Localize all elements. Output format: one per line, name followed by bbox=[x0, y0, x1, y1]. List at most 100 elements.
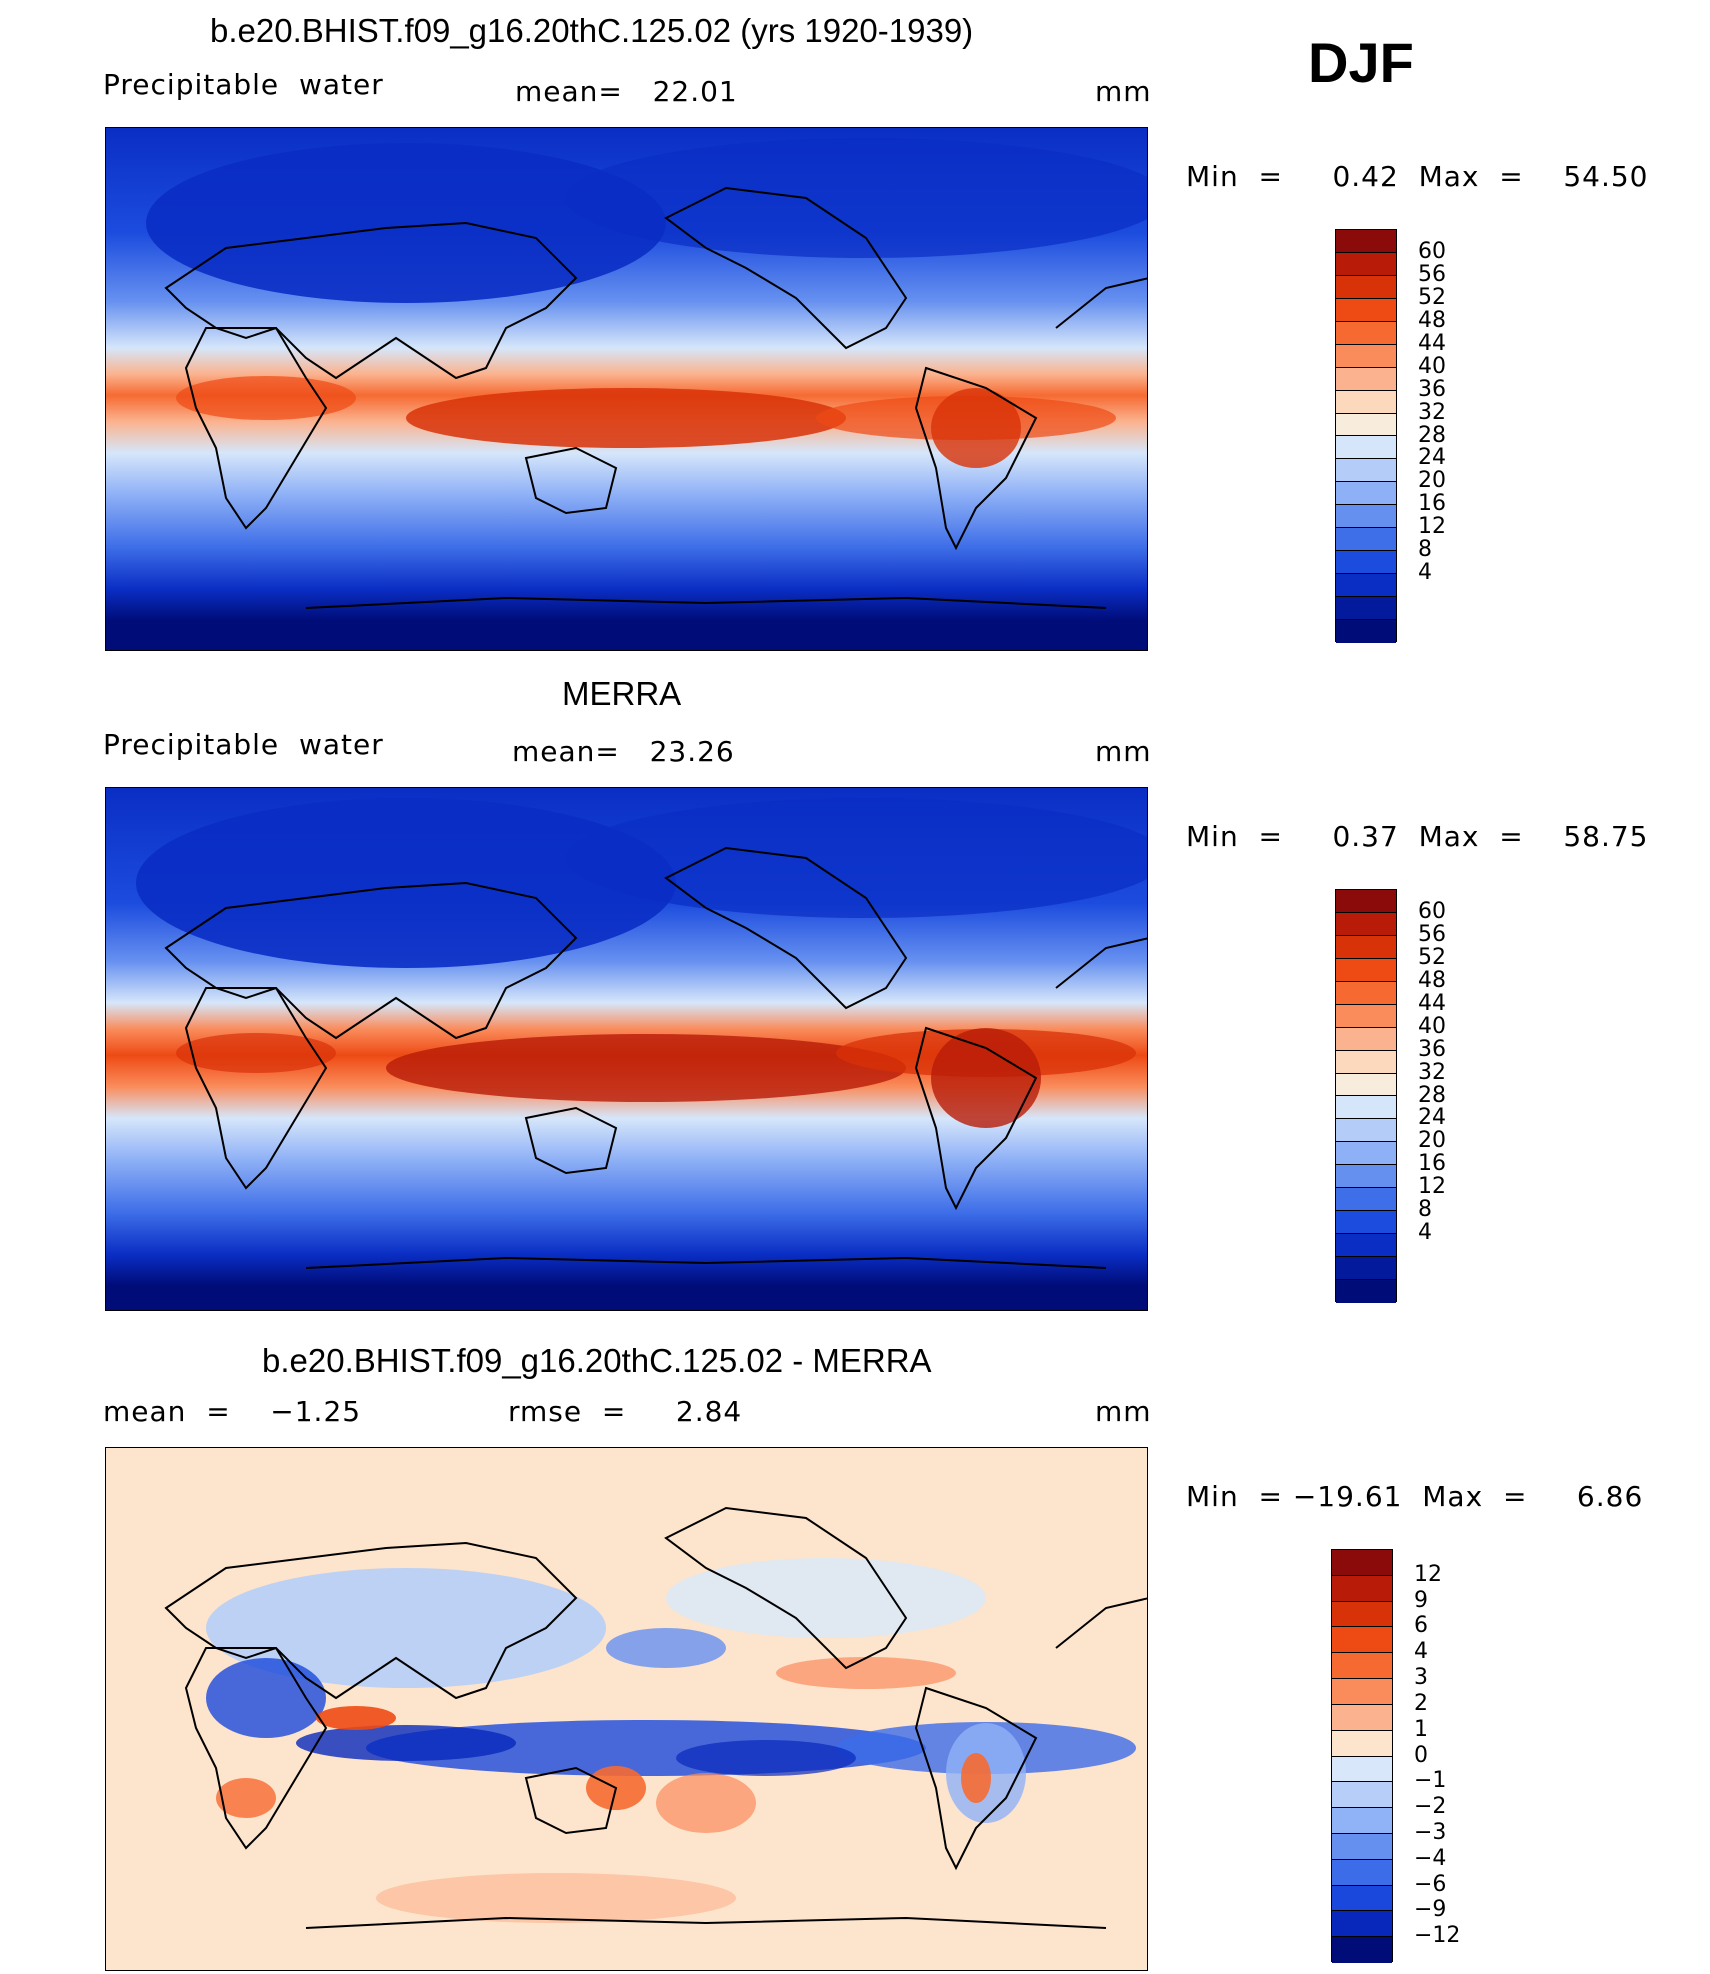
colorbar-swatch bbox=[1332, 1679, 1392, 1705]
colorbar-swatch bbox=[1332, 1937, 1392, 1963]
colorbar-tick-label: 16 bbox=[1418, 1151, 1446, 1177]
colorbar-swatch bbox=[1336, 1027, 1396, 1051]
colorbar-swatch bbox=[1332, 1730, 1392, 1757]
colorbar-swatch bbox=[1336, 321, 1396, 345]
colorbar-swatch bbox=[1336, 1004, 1396, 1028]
colorbar-swatch bbox=[1336, 528, 1396, 552]
colorbar-tick-label: 3 bbox=[1414, 1665, 1428, 1691]
colorbar-tick-label: 4 bbox=[1414, 1639, 1428, 1665]
panel-3-minmax: Min = −19.61 Max = 6.86 bbox=[1186, 1480, 1644, 1513]
colorbar-swatch bbox=[1332, 1756, 1392, 1783]
colorbar-swatch bbox=[1336, 367, 1396, 391]
colorbar-tick-label: −12 bbox=[1414, 1923, 1461, 1949]
colorbar-tick-label: 24 bbox=[1418, 445, 1446, 471]
panel-1-units: mm bbox=[1095, 75, 1152, 108]
colorbar-tick-label: −6 bbox=[1414, 1871, 1447, 1897]
colorbar-swatch bbox=[1336, 1211, 1396, 1235]
colorbar-tick-label: 20 bbox=[1418, 468, 1446, 494]
colorbar-tick-label: 36 bbox=[1418, 376, 1446, 402]
colorbar-tick-label: 40 bbox=[1418, 353, 1446, 379]
colorbar-swatch bbox=[1336, 890, 1396, 913]
colorbar-tick-label: 12 bbox=[1418, 1174, 1446, 1200]
colorbar-tick-label: 16 bbox=[1418, 491, 1446, 517]
colorbar-tick-label: 12 bbox=[1414, 1561, 1442, 1587]
colorbar-swatch bbox=[1332, 1782, 1392, 1809]
colorbar-swatch bbox=[1332, 1808, 1392, 1834]
colorbar-swatch bbox=[1336, 1096, 1396, 1120]
panel-1-variable-label: Precipitable water bbox=[103, 68, 384, 101]
colorbar-tick-label: −2 bbox=[1414, 1794, 1447, 1820]
colorbar-tick-label: 60 bbox=[1418, 898, 1446, 924]
colorbar-tick-label: 1 bbox=[1414, 1716, 1428, 1742]
colorbar-swatch bbox=[1336, 1279, 1396, 1303]
colorbar-swatch bbox=[1336, 1142, 1396, 1166]
colorbar-swatch bbox=[1332, 1911, 1392, 1938]
colorbar-tick-label: 28 bbox=[1418, 1082, 1446, 1108]
panel-1-title: b.e20.BHIST.f09_g16.20thC.125.02 (yrs 19… bbox=[210, 12, 974, 49]
colorbar-tick-label: −4 bbox=[1414, 1845, 1447, 1871]
colorbar-tick-label: −3 bbox=[1414, 1819, 1447, 1845]
colorbar-tick-label: 8 bbox=[1418, 1197, 1432, 1223]
panel-2-title: MERRA bbox=[562, 675, 682, 712]
colorbar-tick-label: 8 bbox=[1418, 537, 1432, 563]
colorbar-swatch bbox=[1336, 275, 1396, 299]
colorbar-swatch bbox=[1336, 597, 1396, 620]
colorbar-swatch bbox=[1336, 459, 1396, 483]
colorbar-tick-label: 12 bbox=[1418, 514, 1446, 540]
colorbar-tick-label: 9 bbox=[1414, 1587, 1428, 1613]
colorbar-swatch bbox=[1336, 912, 1396, 936]
panel-2-units: mm bbox=[1095, 735, 1152, 768]
colorbar-swatch bbox=[1332, 1601, 1392, 1628]
colorbar-tick-label: 44 bbox=[1418, 990, 1446, 1016]
colorbar-swatch bbox=[1336, 1119, 1396, 1143]
colorbar-swatch bbox=[1332, 1885, 1392, 1912]
panel-3-map bbox=[105, 1447, 1148, 1971]
colorbar-swatch bbox=[1336, 981, 1396, 1005]
panel-2-colorbar bbox=[1335, 889, 1397, 1303]
colorbar-tick-label: 60 bbox=[1418, 238, 1446, 264]
colorbar-swatch bbox=[1336, 1165, 1396, 1189]
colorbar-swatch bbox=[1336, 390, 1396, 414]
colorbar-swatch bbox=[1336, 619, 1396, 643]
season-label: DJF bbox=[1308, 31, 1414, 94]
colorbar-tick-label: −9 bbox=[1414, 1897, 1447, 1923]
colorbar-tick-label: 24 bbox=[1418, 1105, 1446, 1131]
colorbar-tick-label: 48 bbox=[1418, 967, 1446, 993]
colorbar-swatch bbox=[1332, 1833, 1392, 1860]
colorbar-swatch bbox=[1336, 344, 1396, 368]
panel-3-mean-label: mean = −1.25 bbox=[103, 1395, 362, 1428]
panel-1-colorbar bbox=[1335, 229, 1397, 643]
colorbar-swatch bbox=[1332, 1550, 1392, 1576]
panel-2-minmax: Min = 0.37 Max = 58.75 bbox=[1186, 820, 1649, 853]
colorbar-tick-label: 40 bbox=[1418, 1013, 1446, 1039]
colorbar-tick-label: 52 bbox=[1418, 284, 1446, 310]
colorbar-swatch bbox=[1336, 551, 1396, 575]
colorbar-tick-label: 48 bbox=[1418, 307, 1446, 333]
colorbar-swatch bbox=[1336, 1050, 1396, 1074]
colorbar-swatch bbox=[1332, 1627, 1392, 1654]
colorbar-swatch bbox=[1336, 1073, 1396, 1097]
panel-2-map bbox=[105, 787, 1148, 1311]
colorbar-swatch bbox=[1336, 1234, 1396, 1257]
panel-3-units: mm bbox=[1095, 1395, 1152, 1428]
colorbar-tick-label: 2 bbox=[1414, 1690, 1428, 1716]
colorbar-swatch bbox=[1336, 1257, 1396, 1280]
colorbar-tick-label: 36 bbox=[1418, 1036, 1446, 1062]
colorbar-tick-label: 32 bbox=[1418, 1059, 1446, 1085]
colorbar-tick-label: 20 bbox=[1418, 1128, 1446, 1154]
panel-1-mean-label: mean= 22.01 bbox=[515, 75, 738, 108]
colorbar-swatch bbox=[1336, 298, 1396, 322]
panel-1-map bbox=[105, 127, 1148, 651]
colorbar-swatch bbox=[1336, 574, 1396, 597]
colorbar-tick-label: 4 bbox=[1418, 1220, 1432, 1246]
colorbar-swatch bbox=[1336, 252, 1396, 276]
colorbar-tick-label: 0 bbox=[1414, 1742, 1428, 1768]
colorbar-swatch bbox=[1336, 505, 1396, 529]
colorbar-tick-label: 56 bbox=[1418, 261, 1446, 287]
colorbar-swatch bbox=[1332, 1653, 1392, 1680]
colorbar-swatch bbox=[1336, 1188, 1396, 1212]
panel-3-colorbar bbox=[1331, 1549, 1393, 1963]
panel-3-rmse-label: rmse = 2.84 bbox=[508, 1395, 743, 1428]
panel-2-variable-label: Precipitable water bbox=[103, 728, 384, 761]
colorbar-tick-label: 6 bbox=[1414, 1613, 1428, 1639]
